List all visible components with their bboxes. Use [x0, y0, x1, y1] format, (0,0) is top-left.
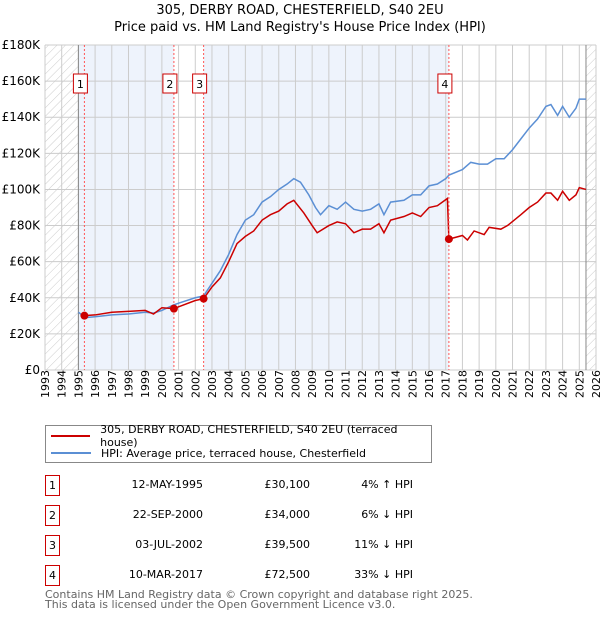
x-tick-label: 2011 [340, 370, 353, 398]
sale-point [199, 294, 208, 303]
x-tick-label: 2023 [540, 370, 553, 398]
x-tick-label: 2018 [456, 370, 469, 398]
sale-date: 12-MAY-1995 [131, 478, 203, 491]
x-tick-label: 2012 [356, 370, 369, 398]
sale-label: 1 [77, 78, 84, 91]
x-tick-label: 1996 [89, 370, 102, 398]
y-tick-label: £160K [2, 74, 42, 88]
sale-label-box [437, 73, 453, 94]
x-tick-label: 2025 [573, 370, 586, 398]
table-row: 3 03-JUL-2002 £39,500 11% ↓ HPI [45, 535, 465, 556]
sale-label: 4 [441, 78, 448, 91]
sale-price: £39,500 [264, 538, 311, 551]
sale-number-badge: 2 [45, 505, 60, 526]
x-tick-label: 2016 [423, 370, 436, 398]
shaded-period [78, 45, 174, 370]
x-tick-label: 2001 [173, 370, 186, 398]
y-tick-label: £20K [9, 327, 41, 341]
x-tick-label: 2000 [156, 370, 169, 398]
x-tick-label: 1997 [106, 370, 119, 398]
legend-item-hpi: HPI: Average price, terraced house, Ches… [51, 445, 366, 461]
sale-number-badge: 1 [45, 475, 60, 496]
y-tick-label: £60K [9, 255, 41, 269]
hatched-region [585, 45, 596, 370]
x-tick-label: 2006 [256, 370, 269, 398]
x-tick-label: 2021 [507, 370, 520, 398]
sale-number-badge: 4 [45, 565, 60, 586]
legend-swatch-red [51, 435, 91, 437]
table-row: 1 12-MAY-1995 £30,100 4% ↑ HPI [45, 475, 465, 496]
x-tick-label: 2014 [390, 370, 403, 398]
x-tick-label: 2020 [490, 370, 503, 398]
x-tick-label: 2013 [373, 370, 386, 398]
x-tick-label: 1999 [139, 370, 152, 398]
legend-label: HPI: Average price, terraced house, Ches… [101, 446, 367, 460]
x-tick-label: 2024 [557, 370, 570, 398]
x-tick-label: 1998 [122, 370, 135, 398]
sale-point [169, 304, 178, 313]
x-tick-label: 1993 [39, 370, 52, 398]
legend-label: 305, DERBY ROAD, CHESTERFIELD, S40 2EU (… [100, 423, 398, 449]
y-tick-label: £100K [2, 182, 42, 196]
x-tick-label: 2002 [189, 370, 202, 398]
y-tick-label: £80K [9, 219, 41, 233]
hpi-comparison: 33% ↓ HPI [354, 568, 413, 581]
legend-item-property: 305, DERBY ROAD, CHESTERFIELD, S40 2EU (… [51, 423, 431, 449]
chart-subtitle: Price paid vs. HM Land Registry's House … [114, 20, 486, 35]
hpi-comparison: 11% ↓ HPI [354, 538, 413, 551]
sale-point [444, 235, 453, 244]
y-tick-label: £40K [9, 291, 41, 305]
x-tick-label: 2026 [590, 370, 600, 398]
price-chart: 1 2 3 4 1993 1994 1995 1996 1997 1998 1999 2000 2001… [2, 38, 600, 398]
sale-date: 10-MAR-2017 [128, 568, 203, 581]
x-tick-label: 2008 [289, 370, 302, 398]
sale-point [80, 311, 89, 320]
x-tick-label: 2019 [473, 370, 486, 398]
footer-line-1: Contains HM Land Registry data © Crown c… [45, 588, 473, 601]
x-tick-label: 1995 [72, 370, 85, 398]
x-tick-label: 2004 [223, 370, 236, 398]
x-tick-label: 2010 [323, 370, 336, 398]
y-tick-label: £0 [25, 363, 40, 377]
x-tick-label: 2022 [523, 370, 536, 398]
y-tick-label: £120K [2, 146, 42, 160]
legend-swatch-blue [51, 452, 91, 454]
sale-price: £30,100 [264, 478, 311, 491]
x-tick-label: 2005 [239, 370, 252, 398]
sale-price: £72,500 [264, 568, 311, 581]
x-tick-label: 2007 [273, 370, 286, 398]
table-row: 2 22-SEP-2000 £34,000 6% ↓ HPI [45, 505, 465, 526]
x-tick-label: 2009 [306, 370, 319, 398]
y-tick-label: £180K [2, 38, 42, 52]
sale-label: 2 [166, 78, 173, 91]
hpi-comparison: 6% ↓ HPI [361, 508, 413, 521]
footer-line-2: This data is licensed under the Open Gov… [45, 598, 396, 611]
footer: Contains HM Land Registry data © Crown c… [45, 588, 473, 611]
sale-number-badge: 3 [45, 535, 60, 556]
sale-label-box [192, 73, 208, 94]
sale-label-box [72, 73, 88, 94]
x-tick-label: 1994 [56, 370, 69, 398]
x-tick-label: 2015 [406, 370, 419, 398]
hpi-line [77, 98, 586, 319]
sale-price: £34,000 [264, 508, 311, 521]
x-tick-label: 2003 [206, 370, 219, 398]
sale-label-box [162, 73, 178, 94]
hpi-comparison: 4% ↑ HPI [361, 478, 413, 491]
legend: 305, DERBY ROAD, CHESTERFIELD, S40 2EU (… [45, 423, 432, 463]
x-tick-label: 2017 [440, 370, 453, 398]
sale-date: 03-JUL-2002 [135, 538, 203, 551]
table-row: 4 10-MAR-2017 £72,500 33% ↓ HPI [45, 565, 465, 586]
y-tick-label: £140K [2, 110, 42, 124]
sale-label: 3 [196, 78, 203, 91]
sale-date: 22-SEP-2000 [132, 508, 203, 521]
chart-title: 305, DERBY ROAD, CHESTERFIELD, S40 2EU [156, 3, 444, 18]
